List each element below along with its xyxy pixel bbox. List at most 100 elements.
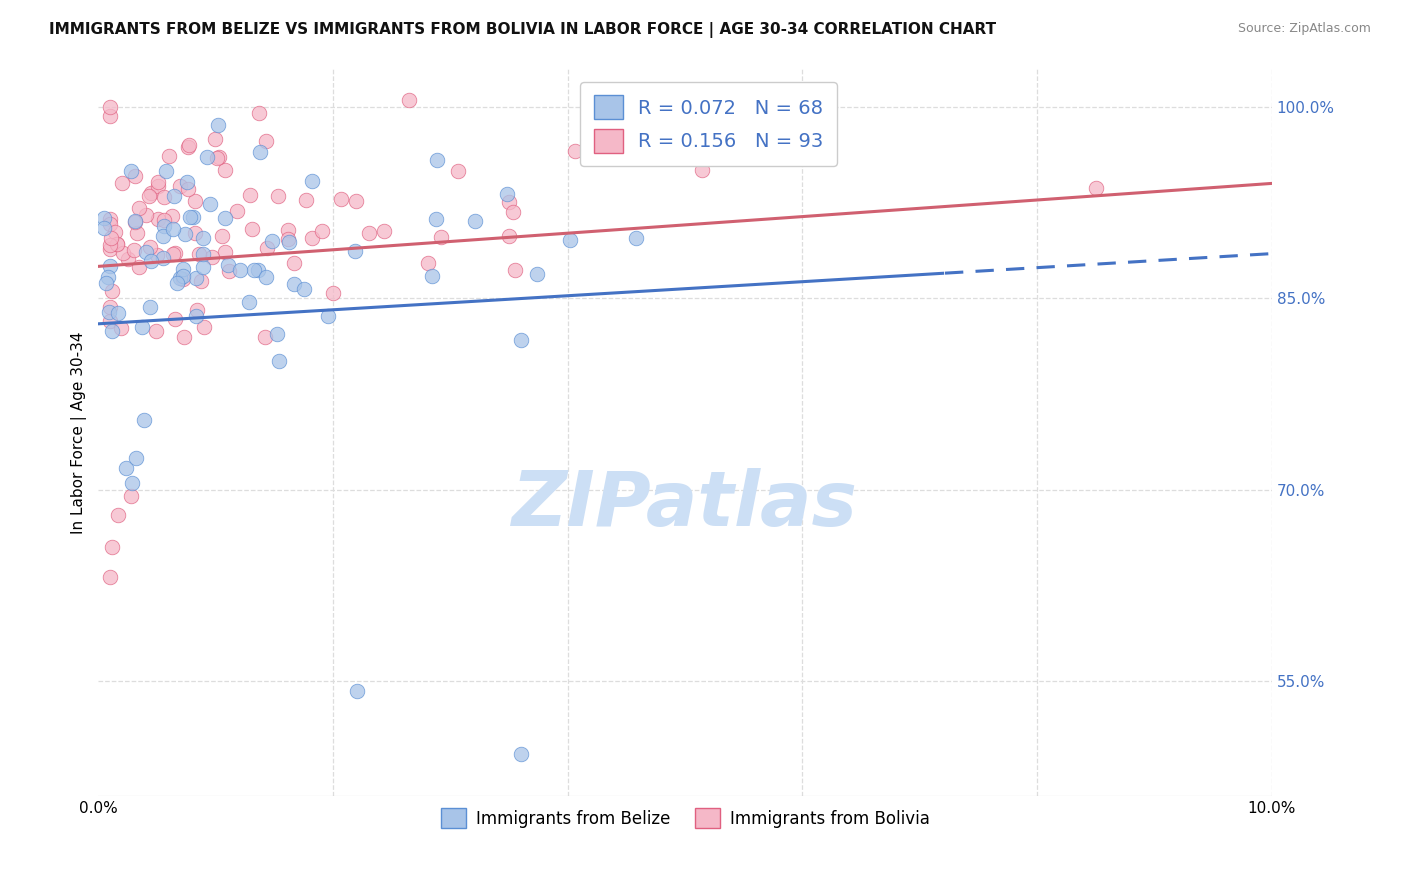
Point xyxy=(262,234,284,248)
Point xyxy=(124,215,146,229)
Point xyxy=(239,188,262,202)
Point xyxy=(98,569,121,583)
Point xyxy=(254,269,277,284)
Point xyxy=(125,450,148,465)
Point xyxy=(690,162,713,177)
Point xyxy=(311,224,333,238)
Point xyxy=(267,188,290,202)
Point xyxy=(188,247,211,261)
Point xyxy=(107,306,129,320)
Point xyxy=(214,163,236,178)
Point xyxy=(498,194,520,209)
Point xyxy=(128,202,150,216)
Point xyxy=(105,236,128,251)
Point xyxy=(153,219,176,233)
Point xyxy=(183,211,205,225)
Point xyxy=(121,476,143,491)
Point xyxy=(139,300,162,314)
Point xyxy=(120,164,142,178)
Point xyxy=(225,203,247,218)
Point xyxy=(98,237,121,252)
Point xyxy=(112,246,135,260)
Point xyxy=(160,209,183,223)
Point xyxy=(184,226,207,240)
Point xyxy=(247,262,270,277)
Point xyxy=(186,270,208,285)
Point xyxy=(204,132,226,146)
Point xyxy=(135,208,157,222)
Point xyxy=(172,268,194,283)
Point xyxy=(169,178,191,193)
Point xyxy=(162,247,184,261)
Point xyxy=(163,311,186,326)
Point xyxy=(526,268,548,282)
Point xyxy=(100,230,122,244)
Point xyxy=(173,329,195,343)
Point xyxy=(502,204,524,219)
Legend: Immigrants from Belize, Immigrants from Bolivia: Immigrants from Belize, Immigrants from … xyxy=(434,801,936,835)
Point xyxy=(135,245,157,260)
Point xyxy=(211,229,233,244)
Point xyxy=(162,222,184,236)
Point xyxy=(98,242,121,256)
Point xyxy=(172,271,194,285)
Point xyxy=(93,211,115,226)
Point xyxy=(301,231,323,245)
Point xyxy=(343,244,366,259)
Point xyxy=(148,212,170,227)
Point xyxy=(101,324,124,338)
Point xyxy=(174,227,197,241)
Point xyxy=(346,684,368,698)
Point xyxy=(207,118,229,132)
Point xyxy=(176,175,198,189)
Point xyxy=(111,176,134,190)
Point xyxy=(152,229,174,244)
Point xyxy=(218,263,240,277)
Point xyxy=(229,263,252,277)
Point xyxy=(322,285,344,300)
Point xyxy=(127,226,149,240)
Point xyxy=(316,310,339,324)
Point xyxy=(93,221,115,235)
Point xyxy=(238,295,260,310)
Point xyxy=(329,192,352,206)
Point xyxy=(169,270,191,285)
Point xyxy=(201,250,224,264)
Point xyxy=(179,137,201,152)
Point xyxy=(146,175,169,189)
Point xyxy=(249,145,271,159)
Point xyxy=(498,229,520,244)
Point xyxy=(560,233,582,247)
Point xyxy=(153,213,176,227)
Point xyxy=(98,217,121,231)
Point xyxy=(124,214,146,228)
Text: Source: ZipAtlas.com: Source: ZipAtlas.com xyxy=(1237,22,1371,36)
Point xyxy=(277,235,299,249)
Point xyxy=(243,262,266,277)
Point xyxy=(98,100,121,114)
Point xyxy=(141,186,163,200)
Point xyxy=(166,276,188,290)
Point xyxy=(97,304,120,318)
Point xyxy=(98,109,121,123)
Point xyxy=(191,231,214,245)
Point xyxy=(145,324,167,338)
Point xyxy=(503,262,526,277)
Point xyxy=(107,508,129,523)
Point xyxy=(283,277,305,292)
Point xyxy=(124,169,146,183)
Point xyxy=(207,151,229,165)
Point xyxy=(240,222,263,236)
Point xyxy=(564,144,586,158)
Point xyxy=(624,230,647,244)
Point xyxy=(200,196,222,211)
Point xyxy=(145,248,167,262)
Point xyxy=(247,105,270,120)
Point xyxy=(186,303,208,318)
Point xyxy=(447,164,470,178)
Point xyxy=(254,134,277,148)
Point xyxy=(163,245,186,260)
Point xyxy=(128,260,150,275)
Point xyxy=(283,256,305,270)
Point xyxy=(277,223,299,237)
